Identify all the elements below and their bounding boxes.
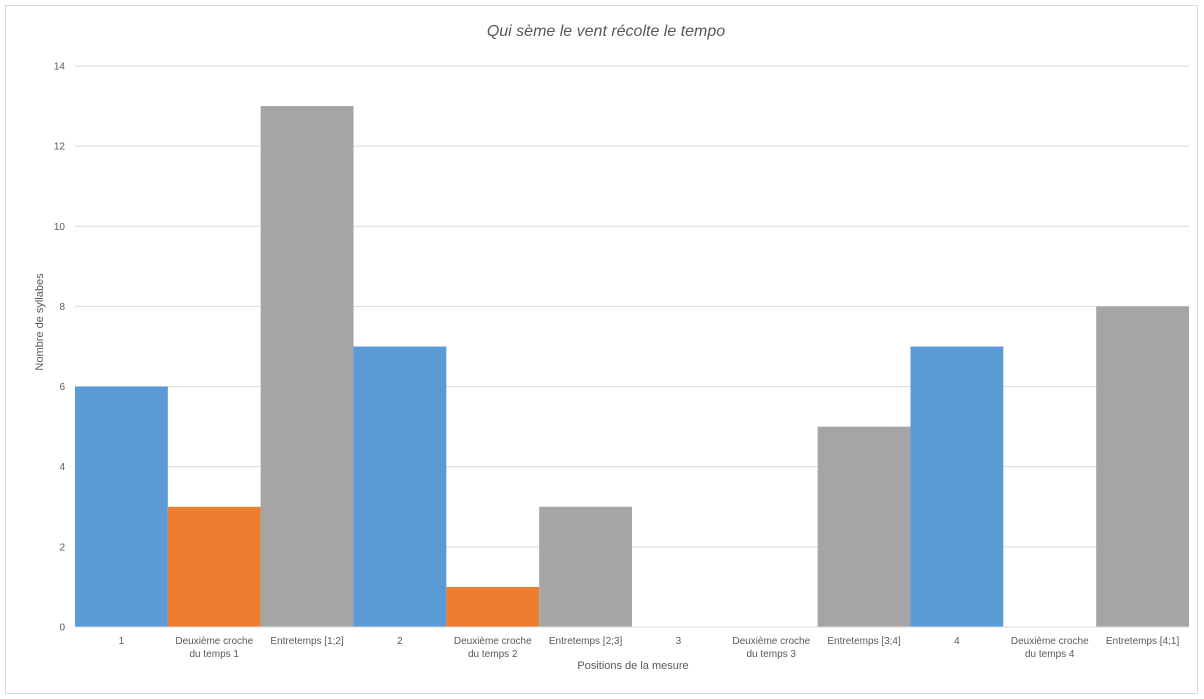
x-axis-title: Positions de la mesure [577,660,688,672]
y-tick-label: 14 [54,62,66,73]
chart-title: Qui sème le vent récolte le tempo [487,23,725,40]
bar [539,506,632,627]
y-tick-label: 10 [54,222,66,233]
x-tick-label: 4 [954,636,960,647]
y-tick-label: 4 [59,462,65,473]
y-tick-label: 2 [59,542,65,553]
x-tick-label: Entretemps [1;2] [270,636,344,647]
bar [817,426,911,627]
bar-chart: Qui sème le vent récolte le tempo 0 2 4 6 8 1… [34,23,1189,672]
x-tick-label: Deuxième croche du temps 1 [175,636,253,660]
y-tick-label: 0 [59,623,65,634]
bars [75,106,1189,628]
x-tick-label: Entretemps [4;1] [1106,636,1180,647]
bar [260,106,354,628]
y-tick-label: 12 [54,142,66,153]
y-axis-title: Nombre de syllabes [34,273,46,371]
x-tick-label: Deuxième croche du temps 3 [732,636,810,660]
x-tick-label: Deuxième croche du temps 4 [1011,636,1089,660]
bar [167,506,261,627]
x-axis-category-labels: 1 Deuxième croche du temps 1 Entretemps [1;… [119,636,1180,660]
bar [75,386,168,627]
bar [353,346,447,627]
gridlines [75,65,1189,548]
x-tick-label: Entretemps [3;4] [827,636,901,647]
y-tick-label: 6 [59,382,65,393]
x-tick-label: Deuxième croche du temps 2 [454,636,532,660]
x-tick-label: 1 [119,636,125,647]
x-tick-label: Entretemps [2;3] [549,636,623,647]
x-tick-label: 3 [676,636,682,647]
x-tick-label: 2 [397,636,403,647]
y-axis-tick-labels: 0 2 4 6 8 10 12 14 [54,62,66,634]
y-tick-label: 8 [59,302,65,313]
chart-area: Qui sème le vent récolte le tempo 0 2 4 6 8 1… [5,5,1198,694]
bar [446,586,540,627]
bar [1096,306,1189,627]
bar [910,346,1004,627]
